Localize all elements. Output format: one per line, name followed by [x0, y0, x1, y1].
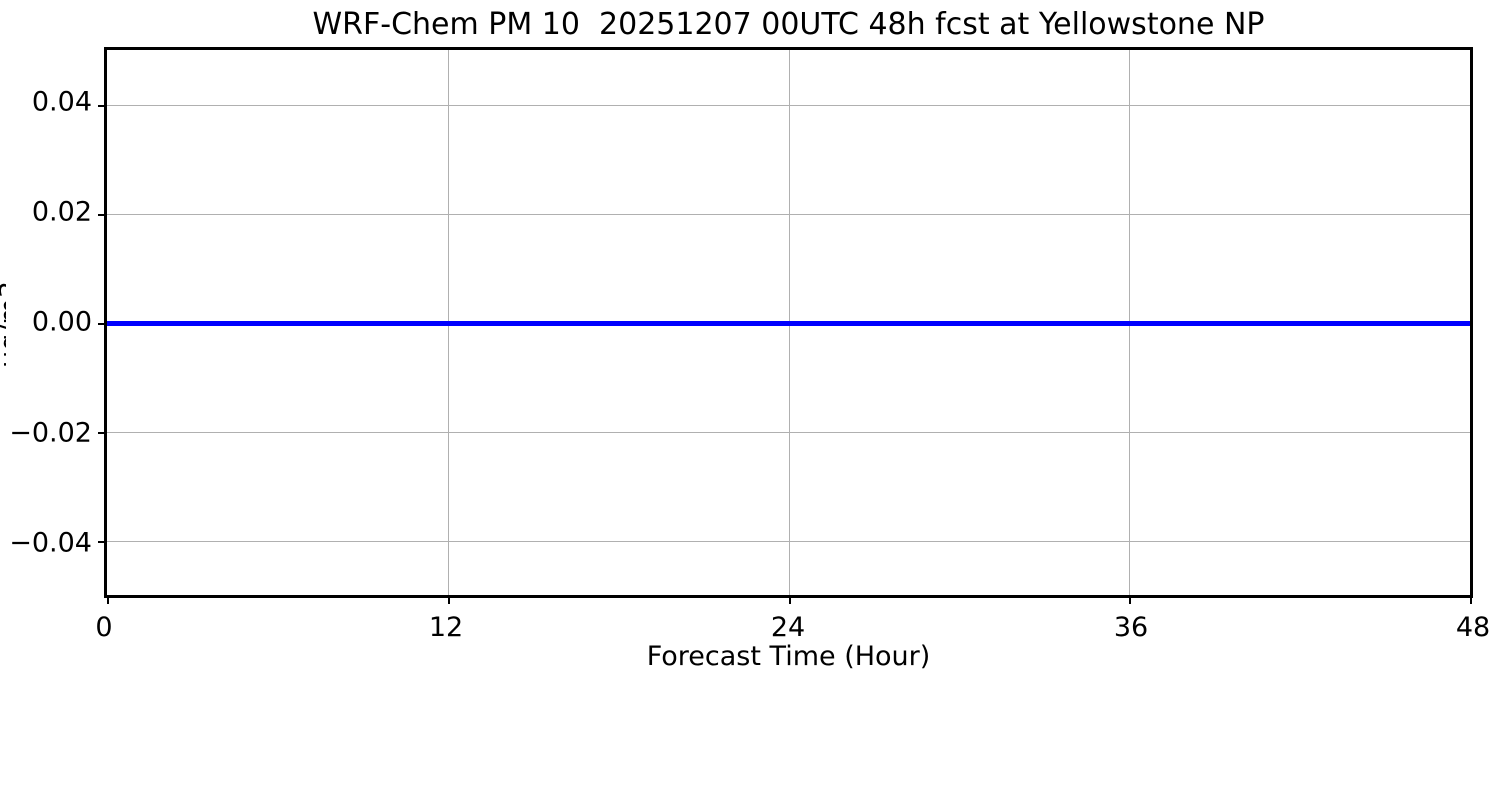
chart-title: WRF-Chem PM 10 20251207 00UTC 48h fcst a…: [312, 7, 1265, 42]
x-tick-mark: [107, 595, 109, 604]
x-tick-label: 0: [95, 612, 113, 643]
y-tick-mark: [98, 104, 107, 107]
x-tick-mark: [447, 595, 450, 604]
plot-axes: [98, 47, 1473, 604]
y-tick-mark: [98, 540, 107, 543]
y-tick-label: 0.04: [31, 86, 92, 118]
data-series-line-pm10: [107, 320, 1470, 326]
y-tick-mark: [98, 431, 107, 434]
x-axis-label: Forecast Time (Hour): [646, 641, 931, 672]
x-tick-mark: [788, 595, 791, 604]
plot-area: [107, 50, 1470, 595]
y-tick-label: −0.02: [9, 417, 92, 449]
x-tick-label: 12: [428, 612, 464, 643]
y-axis-label-clip: ug/m3: [0, 47, 6, 598]
y-tick-label: 0.02: [31, 196, 92, 228]
x-tick-label: 36: [1113, 612, 1149, 643]
x-tick-mark: [1470, 595, 1472, 604]
x-tick-label: 48: [1455, 612, 1491, 643]
x-tick-mark: [1129, 595, 1132, 604]
y-tick-mark: [98, 322, 107, 325]
y-tick-mark: [98, 213, 107, 216]
y-axis-label: ug/m3: [0, 281, 6, 368]
y-tick-label: 0.00: [31, 306, 92, 338]
y-tick-label: −0.04: [9, 527, 92, 559]
x-tick-label: 24: [770, 612, 806, 643]
